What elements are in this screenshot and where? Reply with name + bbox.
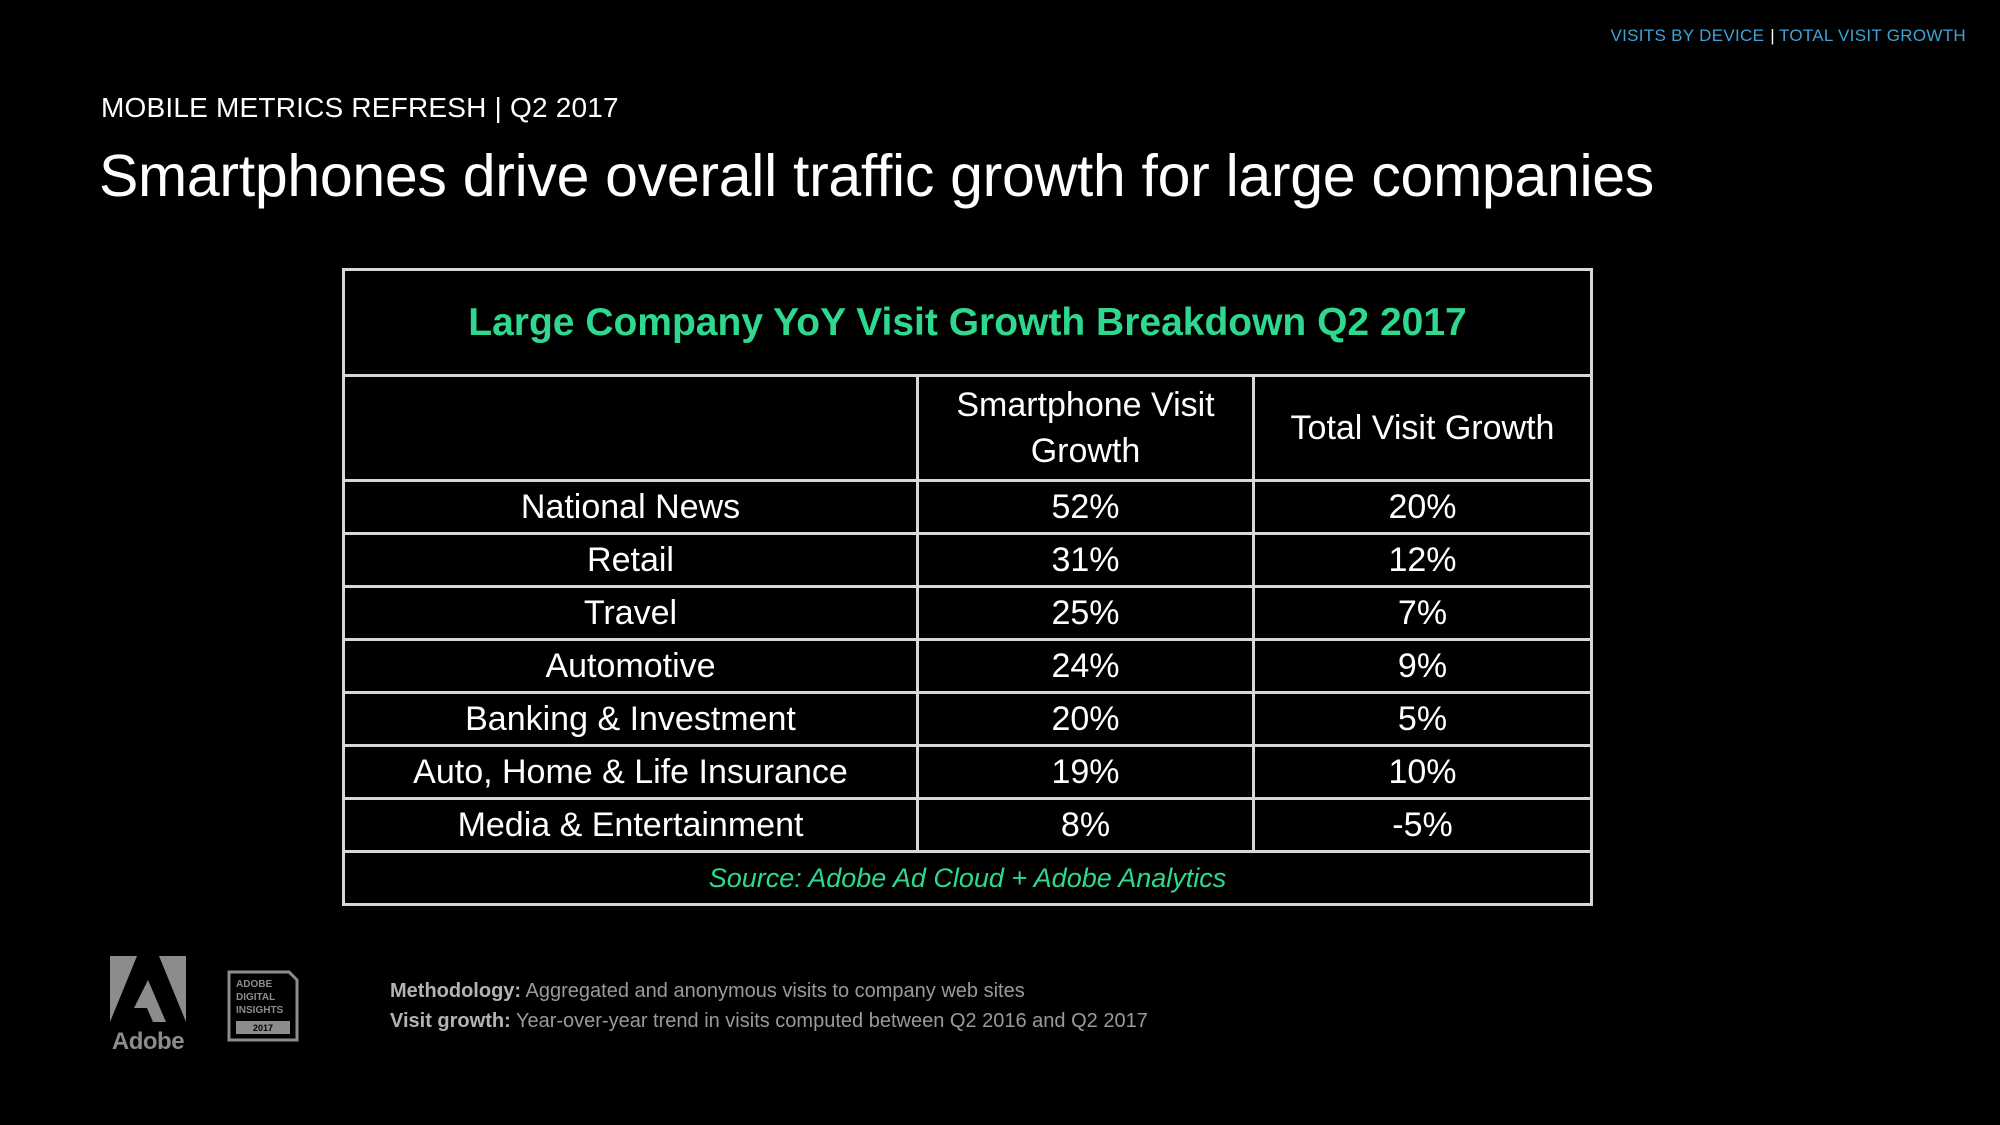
methodology-notes: Methodology: Aggregated and anonymous vi… xyxy=(390,976,1148,1036)
industry-cell: Auto, Home & Life Insurance xyxy=(342,744,919,800)
total-growth-cell: 7% xyxy=(1252,585,1593,641)
smartphone-growth-cell: 19% xyxy=(916,744,1255,800)
visit-growth-text: Year-over-year trend in visits computed … xyxy=(510,1010,1148,1032)
table-row: National News 52% 20% xyxy=(342,479,1593,535)
methodology-line: Methodology: Aggregated and anonymous vi… xyxy=(390,976,1148,1006)
visit-growth-line: Visit growth: Year-over-year trend in vi… xyxy=(390,1006,1148,1036)
top-navigation: VISITS BY DEVICE | TOTAL VISIT GROWTH xyxy=(1610,26,1966,46)
section-kicker: MOBILE METRICS REFRESH | Q2 2017 xyxy=(101,92,619,123)
methodology-label: Methodology: xyxy=(390,980,522,1002)
smartphone-growth-cell: 25% xyxy=(916,585,1255,641)
page-title: Smartphones drive overall traffic growth… xyxy=(99,143,1654,209)
badge-line-3: INSIGHTS xyxy=(236,1005,284,1016)
smartphone-growth-cell: 20% xyxy=(916,691,1255,747)
methodology-text: Aggregated and anonymous visits to compa… xyxy=(521,980,1025,1002)
smartphone-growth-cell: 31% xyxy=(916,532,1255,588)
table-row: Banking & Investment 20% 5% xyxy=(342,691,1593,747)
total-growth-cell: 10% xyxy=(1252,744,1593,800)
table-row: Travel 25% 7% xyxy=(342,585,1593,641)
column-header-industry xyxy=(342,374,919,482)
nav-link-total-visit-growth[interactable]: TOTAL VISIT GROWTH xyxy=(1778,26,1966,45)
total-growth-cell: 9% xyxy=(1252,638,1593,694)
total-growth-cell: 5% xyxy=(1252,691,1593,747)
visit-growth-label: Visit growth: xyxy=(390,1010,511,1032)
industry-cell: Retail xyxy=(342,532,919,588)
industry-cell: Automotive xyxy=(342,638,919,694)
column-header-total: Total Visit Growth xyxy=(1252,374,1593,482)
adobe-logo-icon xyxy=(110,956,186,1022)
table-row: Auto, Home & Life Insurance 19% 10% xyxy=(342,744,1593,800)
badge-year: 2017 xyxy=(253,1023,273,1033)
nav-separator: | xyxy=(1770,26,1775,45)
smartphone-growth-cell: 52% xyxy=(916,479,1255,535)
total-growth-cell: 12% xyxy=(1252,532,1593,588)
industry-cell: Travel xyxy=(342,585,919,641)
digital-insights-badge-icon: ADOBE DIGITAL INSIGHTS 2017 xyxy=(227,970,299,1042)
total-growth-cell: -5% xyxy=(1252,797,1593,853)
smartphone-growth-cell: 24% xyxy=(916,638,1255,694)
source-note: Source: Adobe Ad Cloud + Adobe Analytics xyxy=(342,850,1593,906)
table-row: Retail 31% 12% xyxy=(342,532,1593,588)
table-row: Media & Entertainment 8% -5% xyxy=(342,797,1593,853)
adobe-logo-text: Adobe xyxy=(111,1028,185,1055)
table-row: Automotive 24% 9% xyxy=(342,638,1593,694)
visit-growth-table: Large Company YoY Visit Growth Breakdown… xyxy=(342,268,1593,906)
total-growth-cell: 20% xyxy=(1252,479,1593,535)
badge-line-1: ADOBE xyxy=(236,979,272,990)
badge-line-2: DIGITAL xyxy=(236,992,275,1003)
table-caption: Large Company YoY Visit Growth Breakdown… xyxy=(342,268,1593,377)
smartphone-growth-cell: 8% xyxy=(916,797,1255,853)
industry-cell: National News xyxy=(342,479,919,535)
column-header-smartphone: Smartphone Visit Growth xyxy=(916,374,1255,482)
table-body: National News 52% 20% Retail 31% 12% Travel 25%… xyxy=(342,479,1593,853)
industry-cell: Media & Entertainment xyxy=(342,797,919,853)
industry-cell: Banking & Investment xyxy=(342,691,919,747)
nav-link-visits-by-device[interactable]: VISITS BY DEVICE xyxy=(1610,26,1765,45)
